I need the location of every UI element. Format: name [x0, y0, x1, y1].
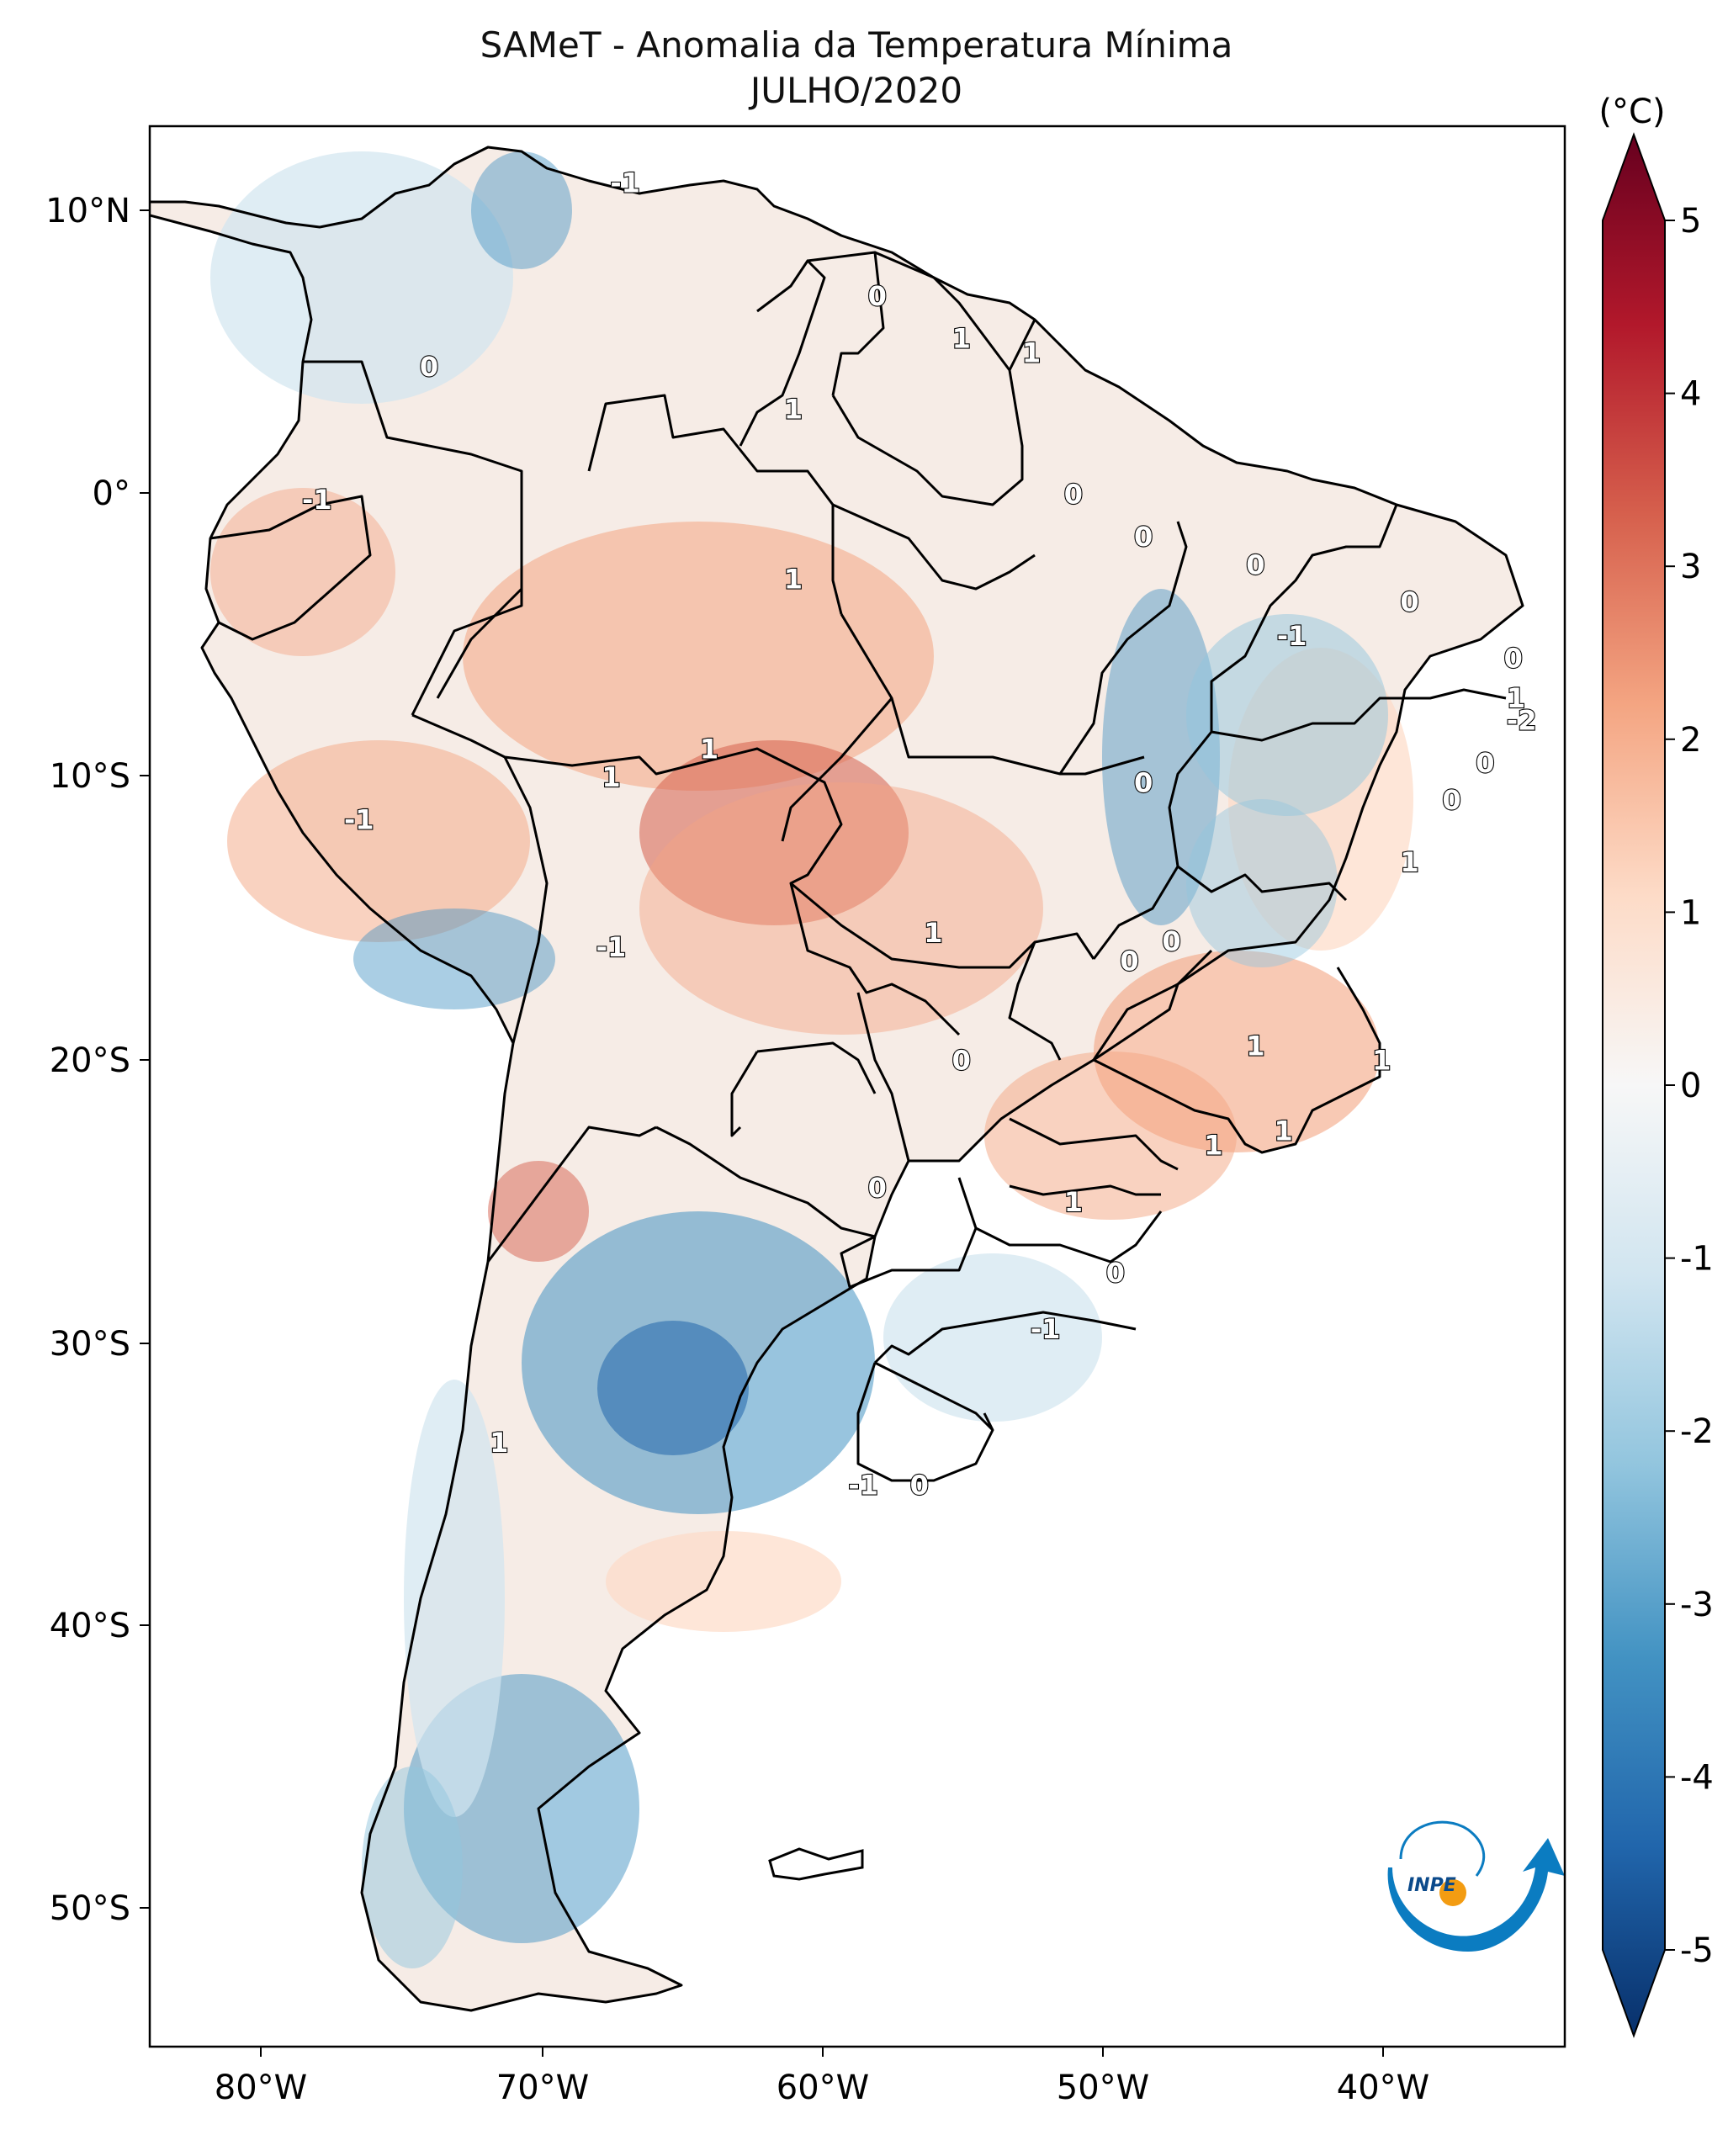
contour-label: 0	[1246, 549, 1264, 581]
inpe-logo: INPE	[1387, 1820, 1565, 1952]
y-tick-label: 30°S	[50, 1325, 130, 1364]
contour-label: 1	[490, 1427, 508, 1459]
contour-label: 0	[1504, 643, 1523, 675]
colorbar-tick-label: 3	[1680, 548, 1701, 586]
contour-label: -1	[610, 167, 640, 199]
colorbar-tick-label: -4	[1680, 1758, 1714, 1797]
contour-label: 1	[700, 733, 718, 765]
contour-label: 1	[784, 394, 803, 426]
contour-label: 0	[1162, 925, 1180, 957]
contour-label: 0	[1120, 946, 1138, 977]
contour-label: 1	[784, 563, 803, 595]
inpe-logo-text: INPE	[1407, 1875, 1456, 1896]
falkland-islands	[768, 1847, 864, 1881]
colorbar: (°C) 5 4 3 2 1 0 -1 -2 -3 -4 -5	[1598, 93, 1714, 2038]
chart-title-line1: SAMeT - Anomalia da Temperatura Mínima	[480, 24, 1233, 66]
colorbar-unit-label: (°C)	[1598, 93, 1665, 131]
x-tick-label: 40°W	[1337, 2069, 1429, 2107]
colorbar-body	[1602, 132, 1666, 2038]
colorbar-tick-label: -5	[1680, 1931, 1714, 1970]
x-tick-label: 50°W	[1057, 2069, 1149, 2107]
contour-label: 0	[1134, 521, 1153, 553]
y-tick-label: 50°S	[50, 1889, 130, 1928]
colorbar-tick-label: 4	[1680, 375, 1701, 414]
contour-label: 0	[952, 1045, 971, 1077]
map-frame	[148, 124, 1566, 2048]
contour-label: 0	[1134, 767, 1153, 799]
contour-label: 0	[1106, 1257, 1125, 1289]
x-tick-label: 60°W	[777, 2069, 869, 2107]
contour-label: 0	[1400, 585, 1418, 617]
colorbar-ticks: 5 4 3 2 1 0 -1 -2 -3 -4 -5	[1665, 202, 1714, 1970]
contour-label: 1	[1400, 846, 1418, 878]
contour-label: 0	[1476, 747, 1494, 779]
contour-label: 1	[1507, 682, 1525, 714]
contour-label: -1	[302, 484, 332, 516]
contour-label: 1	[1372, 1045, 1391, 1077]
contour-label: -1	[1031, 1313, 1061, 1345]
contour-label: -2	[1507, 705, 1537, 737]
colorbar-tick-label: 1	[1680, 893, 1701, 932]
y-tick-label: 0°	[93, 474, 130, 513]
contour-label: 1	[952, 322, 971, 354]
colorbar-tick-label: 2	[1680, 721, 1701, 760]
y-axis: 10°N 0° 10°S 20°S 30°S 40°S 50°S	[45, 192, 150, 1928]
political-borders	[150, 146, 1524, 2012]
contour-label: 0	[420, 351, 438, 383]
colorbar-tick-label: 0	[1680, 1067, 1701, 1105]
contour-label: 0	[868, 280, 887, 312]
contour-label: -1	[1277, 620, 1307, 652]
x-tick-label: 80°W	[215, 2069, 307, 2107]
chart-title-line2: JULHO/2020	[748, 70, 962, 111]
y-tick-label: 10°S	[50, 757, 130, 796]
contour-label: -1	[344, 803, 374, 835]
contour-label: 1	[1064, 1186, 1083, 1218]
contour-label: -1	[848, 1469, 878, 1501]
colorbar-tick-label: -2	[1680, 1412, 1714, 1451]
contour-label: 1	[1246, 1030, 1264, 1062]
inpe-logo-arrow	[1387, 1838, 1565, 1952]
contour-label: -1	[596, 931, 627, 963]
inpe-logo-sun	[1439, 1879, 1466, 1906]
contour-label: 1	[602, 761, 620, 793]
anomaly-shading	[210, 151, 1413, 1968]
contour-label: 0	[910, 1469, 929, 1501]
x-tick-label: 70°W	[496, 2069, 589, 2107]
inpe-logo-orbit	[1399, 1820, 1486, 1877]
y-tick-label: 20°S	[50, 1041, 130, 1080]
contour-label: 1	[1204, 1129, 1222, 1161]
contour-label: 1	[1275, 1115, 1293, 1147]
contour-label: 0	[868, 1172, 887, 1204]
y-tick-label: 10°N	[45, 192, 130, 230]
x-axis: 80°W 70°W 60°W 50°W 40°W	[215, 2047, 1429, 2107]
colorbar-tick-label: 5	[1680, 202, 1701, 241]
contour-label: 0	[1442, 784, 1460, 816]
colorbar-tick-label: -1	[1680, 1240, 1714, 1279]
colorbar-tick-label: -3	[1680, 1586, 1714, 1624]
contour-label: 0	[1064, 479, 1083, 511]
contour-label: 1	[924, 917, 942, 949]
y-tick-label: 40°S	[50, 1607, 130, 1645]
contour-label: 1	[1022, 336, 1041, 368]
